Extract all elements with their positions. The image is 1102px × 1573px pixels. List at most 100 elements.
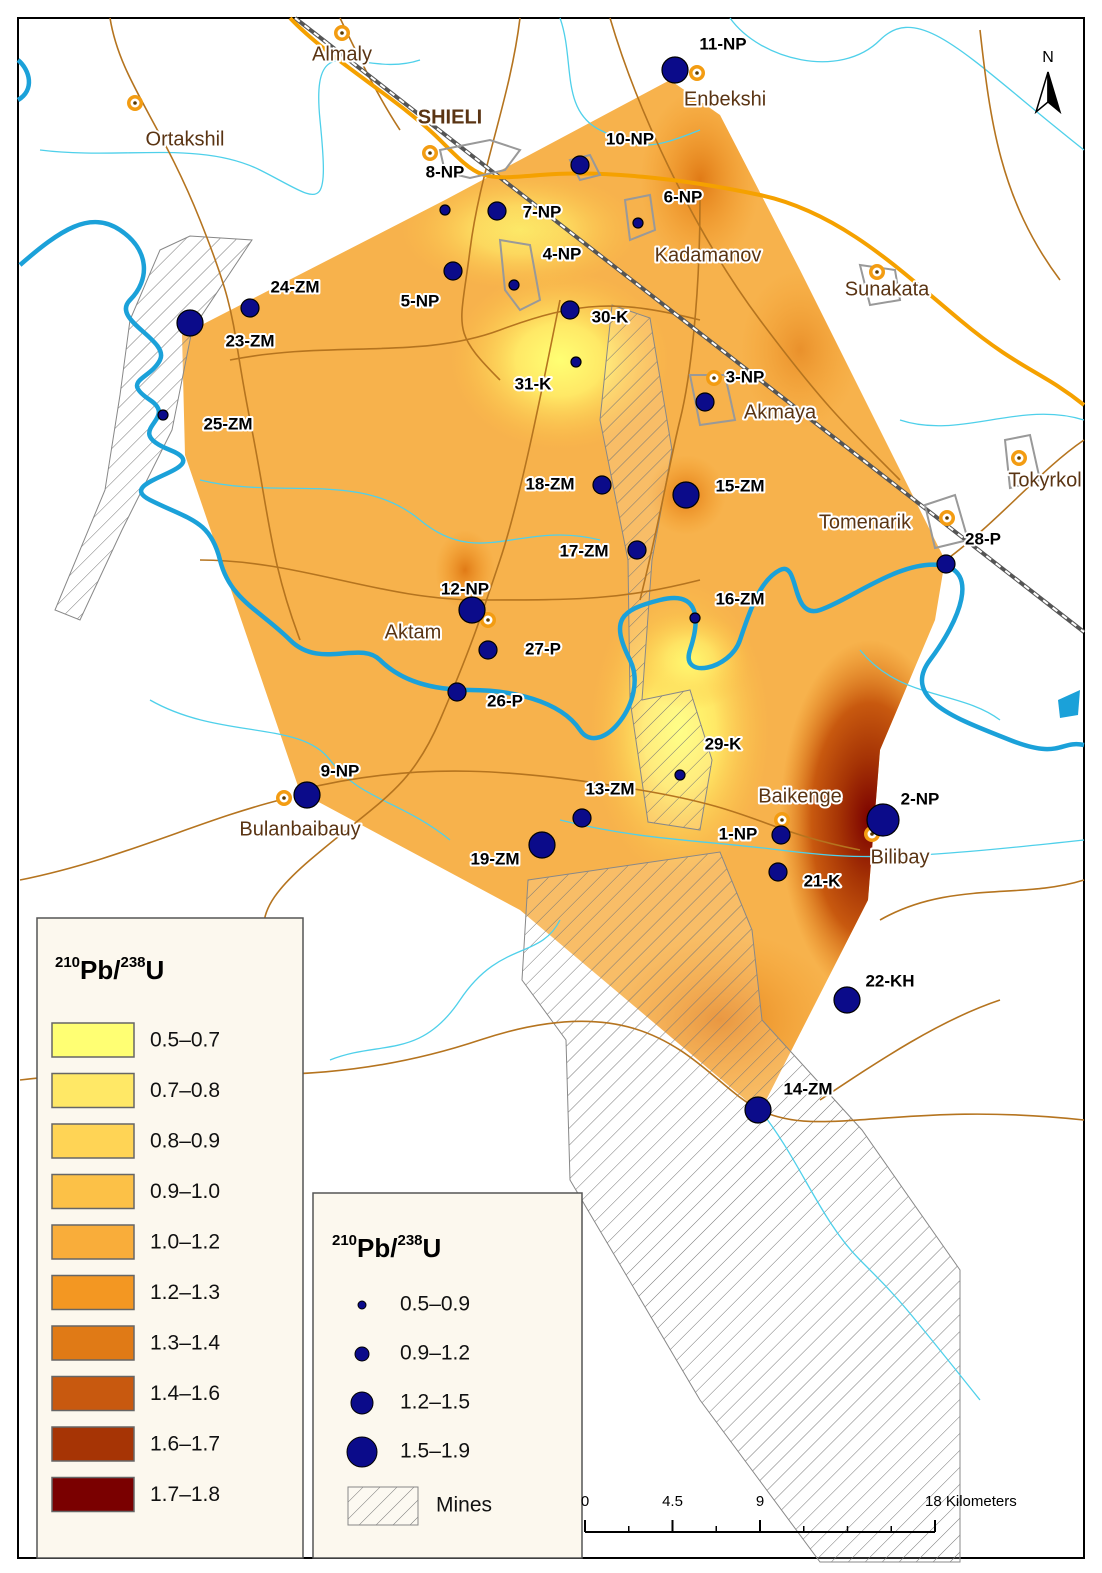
sample-label: 23-ZM — [225, 331, 274, 350]
place-symbol-dot — [133, 101, 137, 105]
scale-label: 18 Kilometers — [925, 1493, 1017, 1510]
sample-point — [771, 825, 791, 845]
sample-point — [936, 554, 956, 574]
legend-title-element: U — [146, 955, 165, 985]
sample-point — [674, 769, 686, 781]
sample-point — [866, 803, 900, 837]
sample-point — [447, 682, 467, 702]
sample-label: 4-NP — [543, 244, 582, 263]
samples: 11-NP 10-NP 6-NP 7-NP 8-NP 4-NP 5-NP 30-K 24-ZM 2… — [157, 32, 1003, 1124]
sample-label: 11-NP — [699, 34, 746, 53]
scale-label: 0 — [581, 1493, 589, 1510]
legend-point — [354, 1346, 370, 1362]
sample-label: 10-NP — [606, 129, 654, 148]
place-symbol-dot — [340, 31, 344, 35]
legend-swatch — [51, 1325, 135, 1361]
place-label: Bulanbaibauy — [239, 818, 360, 840]
legend-swatch — [51, 1022, 135, 1058]
sample-label: 8-NP — [426, 162, 465, 181]
place-label: Tokyrkol — [1008, 469, 1081, 491]
sample-label: 12-NP — [441, 579, 489, 598]
sample-point — [627, 540, 647, 560]
legend-label: 1.3–1.4 — [150, 1332, 220, 1355]
legend-mines-swatch — [347, 1486, 419, 1526]
sample-label: 29-K — [705, 734, 743, 753]
sample-point — [478, 640, 498, 660]
legend-label: 0.5–0.7 — [150, 1029, 220, 1052]
sample-point — [695, 392, 715, 412]
scale-label: 4.5 — [662, 1493, 683, 1510]
sample-point — [293, 781, 321, 809]
sample-label: 30-K — [592, 307, 630, 326]
place-symbol-dot — [1017, 456, 1021, 460]
place-label: Akmaya — [744, 401, 817, 423]
sample-point — [689, 612, 701, 624]
sample-label: 7-NP — [523, 202, 562, 221]
sample-point — [592, 475, 612, 495]
sample-point — [632, 217, 644, 229]
legend-label: 1.5–1.9 — [400, 1440, 470, 1463]
point-legend: 210Pb/238U 0.5–0.9 0.9–1.2 1.2–1.5 1.5–1.9 Mi… — [312, 1192, 583, 1559]
sample-label: 31-K — [515, 374, 553, 393]
legend-swatch — [51, 1274, 135, 1311]
legend-title-isotope: 238 — [120, 954, 145, 971]
sample-point — [508, 279, 520, 291]
sample-point — [560, 300, 580, 320]
legend-swatch — [51, 1224, 135, 1260]
sample-label: 27-P — [525, 639, 561, 658]
legend-title-isotope: 238 — [397, 1232, 422, 1249]
place-label: Almaly — [312, 43, 372, 65]
sample-point — [744, 1096, 772, 1124]
place-symbol-dot — [780, 818, 784, 822]
mines — [54, 235, 961, 1563]
sample-label: 14-ZM — [783, 1079, 832, 1098]
legend-swatch — [51, 1476, 135, 1513]
legend-point — [357, 1300, 367, 1310]
legend-swatch — [51, 1426, 135, 1462]
sample-label: 6-NP — [664, 187, 703, 206]
sample-label: 25-ZM — [203, 414, 252, 433]
place-label: Ortakshil — [146, 128, 225, 150]
legend-label: 0.7–0.8 — [150, 1079, 220, 1102]
sample-point — [570, 155, 590, 175]
sample-label: 13-ZM — [585, 779, 634, 798]
scale-bar: 0 4.5 9 18 Kilometers — [581, 1493, 1017, 1533]
lake — [1058, 690, 1080, 718]
main-river — [18, 219, 1085, 752]
sample-label: 17-ZM — [559, 541, 608, 560]
place-label: SHIELI — [418, 106, 482, 128]
legend-title: 210Pb/238U — [332, 1232, 441, 1263]
legend-swatch — [51, 1123, 135, 1159]
place-label: Bilibay — [871, 846, 930, 868]
places: Almaly SHIELI Ortakshil Enbekshi Kadamanov Su… — [127, 25, 1084, 870]
legend-label: 1.2–1.5 — [400, 1391, 470, 1414]
legend-title-element: U — [423, 1233, 442, 1263]
place-label: Baikenge — [758, 785, 841, 807]
legend-label: 1.6–1.7 — [150, 1433, 220, 1456]
sample-label: 15-ZM — [715, 476, 764, 495]
north-arrow: N — [1034, 49, 1062, 115]
sample-label: 16-ZM — [715, 589, 764, 608]
sample-point — [443, 261, 463, 281]
place-symbol-dot — [875, 270, 879, 274]
legend-label: 0.5–0.9 — [400, 1293, 470, 1316]
place-symbol-dot — [428, 151, 432, 155]
place-label: Aktam — [385, 621, 442, 643]
place-symbol-dot — [695, 71, 699, 75]
river — [16, 58, 32, 102]
legend-point — [350, 1391, 374, 1415]
scale-label: 9 — [756, 1493, 764, 1510]
legend-label: 0.9–1.2 — [400, 1342, 470, 1365]
legend-label: 1.2–1.3 — [150, 1281, 220, 1304]
sample-label: 22-KH — [865, 971, 914, 990]
place-label: Enbekshi — [684, 88, 766, 110]
sample-point — [176, 309, 204, 337]
place-symbol-dot — [712, 376, 716, 380]
legend-point — [346, 1436, 378, 1468]
legend-swatch — [51, 1375, 135, 1412]
sample-point — [672, 481, 700, 509]
sample-label: 3-NP — [726, 367, 765, 386]
legend-title-isotope: 210 — [55, 954, 80, 971]
legend-label: 0.9–1.0 — [150, 1180, 220, 1203]
